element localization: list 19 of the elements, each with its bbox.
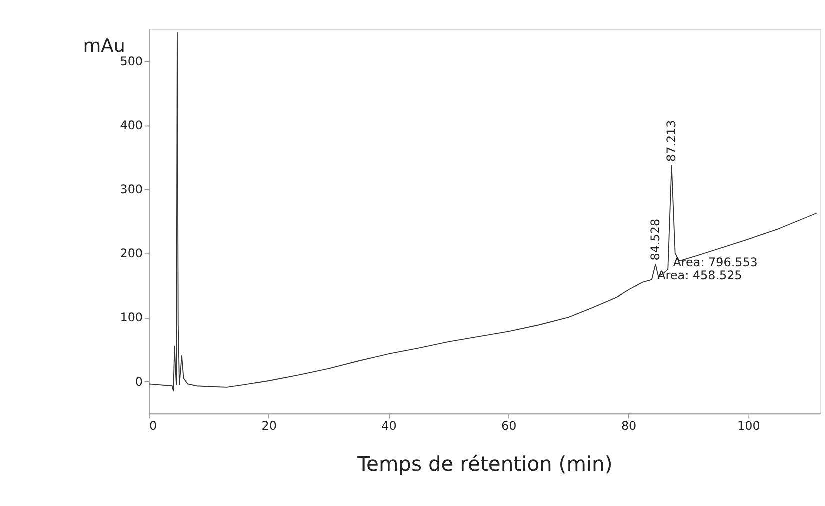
x-tick-label: 100 — [738, 418, 760, 433]
x-tick-label: 0 — [149, 418, 158, 433]
annotation: Area: 796.553 — [673, 256, 758, 270]
y-tick-label: 0 — [135, 374, 144, 389]
x-tick-label: 40 — [382, 418, 397, 433]
x-axis-title: Temps de rétention (min) — [356, 452, 613, 476]
y-axis-title: mAu — [83, 36, 126, 57]
x-tick-label: 60 — [502, 418, 517, 433]
annotation: 84.528 — [648, 218, 662, 261]
y-tick-label: 100 — [120, 310, 144, 325]
annotation: 87.213 — [664, 120, 678, 162]
y-tick-label: 400 — [120, 118, 144, 132]
line-series — [148, 32, 818, 392]
y-tick-label: 200 — [120, 246, 144, 261]
x-tick-label: 80 — [621, 418, 637, 433]
y-tick-label: 300 — [120, 182, 144, 197]
y-tick-label: 500 — [120, 54, 144, 68]
annotation: Area: 458.525 — [658, 268, 742, 282]
x-tick-label: 20 — [262, 418, 277, 433]
